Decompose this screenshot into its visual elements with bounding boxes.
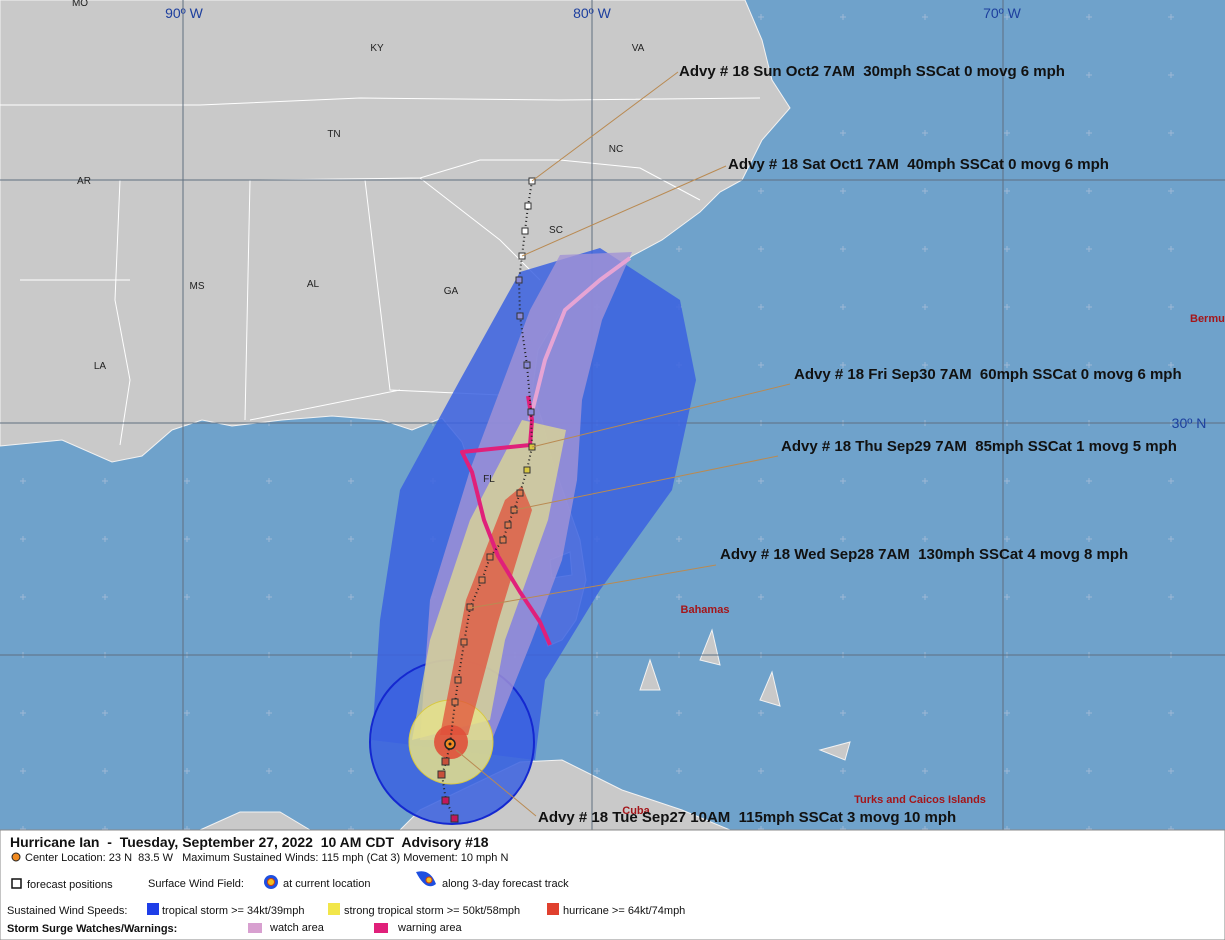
state-label: FL bbox=[483, 474, 495, 485]
advisory-label: Advy # 18 Wed Sep28 7AM 130mph SSCat 4 m… bbox=[720, 546, 1128, 563]
state-label: AR bbox=[77, 176, 91, 187]
legend-item: Surface Wind Field: bbox=[148, 878, 244, 890]
wind-swath bbox=[369, 248, 696, 825]
legend-center: Center Location: 23 N 83.5 W Maximum Sus… bbox=[25, 852, 508, 864]
legend-item: watch area bbox=[269, 922, 325, 934]
forecast-icon bbox=[11, 878, 22, 889]
swatch bbox=[248, 923, 262, 933]
place-label: Cuba bbox=[622, 805, 650, 817]
grid-label: 30º N bbox=[1172, 415, 1207, 431]
state-label: TN bbox=[327, 129, 340, 140]
current-icon bbox=[267, 878, 275, 886]
place-label: Bermu bbox=[1190, 313, 1225, 325]
legend-panel bbox=[0, 829, 1225, 940]
legend-item: along 3-day forecast track bbox=[442, 878, 569, 890]
advisory-label: Advy # 18 Tue Sep27 10AM 115mph SSCat 3 … bbox=[538, 809, 956, 826]
grid-label: 70º W bbox=[983, 5, 1022, 21]
legend: Hurricane Ian - Tuesday, September 27, 2… bbox=[0, 829, 1225, 940]
swatch bbox=[547, 903, 559, 915]
state-label: VA bbox=[632, 43, 645, 54]
grid-lines bbox=[0, 0, 1225, 830]
place-label: Turks and Caicos Islands bbox=[854, 794, 986, 806]
legend-item: Sustained Wind Speeds: bbox=[7, 905, 127, 917]
legend-item: tropical storm >= 34kt/39mph bbox=[162, 905, 304, 917]
state-label: KY bbox=[370, 43, 384, 54]
legend-item: hurricane >= 64kt/74mph bbox=[563, 905, 685, 917]
legend-item: forecast positions bbox=[27, 879, 113, 891]
advisory-label: Advy # 18 Fri Sep30 7AM 60mph SSCat 0 mo… bbox=[794, 366, 1182, 383]
leader-lines bbox=[455, 71, 791, 817]
state-label: GA bbox=[444, 286, 459, 297]
advisory-label: Advy # 18 Sun Oct2 7AM 30mph SSCat 0 mov… bbox=[679, 63, 1065, 80]
center-icon bbox=[11, 852, 21, 862]
advisory-label: Advy # 18 Sat Oct1 7AM 40mph SSCat 0 mov… bbox=[728, 156, 1109, 173]
state-label: AL bbox=[307, 279, 320, 290]
state-label: SC bbox=[549, 225, 563, 236]
place-label: Bahamas bbox=[681, 604, 730, 616]
swatch bbox=[374, 923, 388, 933]
track-icon bbox=[425, 876, 433, 884]
state-label: NC bbox=[609, 144, 623, 155]
legend-item: strong tropical storm >= 50kt/58mph bbox=[344, 905, 520, 917]
advisory-label: Advy # 18 Thu Sep29 7AM 85mph SSCat 1 mo… bbox=[781, 438, 1177, 455]
grid-label: 90º W bbox=[165, 5, 204, 21]
legend-title: Hurricane Ian - Tuesday, September 27, 2… bbox=[10, 834, 489, 850]
state-label: MS bbox=[190, 281, 205, 292]
swatch bbox=[328, 903, 340, 915]
state-label: LA bbox=[94, 361, 107, 372]
state-label: MO bbox=[72, 0, 88, 9]
legend-item: warning area bbox=[397, 922, 462, 934]
legend-item: at current location bbox=[283, 878, 370, 890]
swatch bbox=[147, 903, 159, 915]
grid-label: 80º W bbox=[573, 5, 612, 21]
legend-item: Storm Surge Watches/Warnings: bbox=[7, 923, 177, 935]
